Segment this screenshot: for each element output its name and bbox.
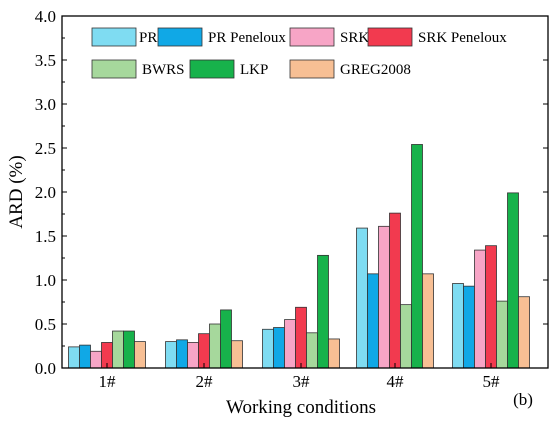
bar [422, 273, 434, 369]
y-tick-label: 0.0 [35, 359, 56, 378]
axes: 0.0 0.5 1.0 1.5 2.0 2.5 3.0 3.5 4.0 1# 2# 3# 4# 5# [35, 7, 549, 391]
x-tick-label: 3# [293, 372, 311, 391]
bar [134, 341, 146, 369]
bar [328, 338, 340, 369]
bar [518, 296, 530, 369]
legend-label: PR [139, 30, 157, 46]
bar [507, 192, 519, 369]
x-tick-label: 2# [196, 372, 214, 391]
y-tick-label: 0.5 [35, 315, 56, 334]
legend-label: SRK Peneloux [418, 30, 507, 46]
bar [496, 300, 508, 369]
legend-swatch [91, 27, 137, 47]
bar [68, 346, 80, 369]
bar [317, 254, 329, 369]
legend-label: LKP [240, 62, 268, 78]
bar [198, 333, 210, 369]
bar [411, 144, 423, 369]
bar [367, 273, 379, 369]
legend-swatch [157, 27, 203, 47]
y-tick-label: 3.5 [35, 51, 56, 70]
legend: PR PR Peneloux SRK SRK Peneloux BWRS LKP GREG2… [91, 27, 507, 79]
legend-label: SRK [340, 30, 369, 46]
legend-swatch [189, 59, 235, 79]
bar [79, 344, 91, 369]
x-tick-label: 4# [387, 372, 405, 391]
bar [378, 225, 390, 369]
bar [485, 245, 497, 369]
x-tick-label: 5# [483, 372, 501, 391]
bars-layer [68, 144, 530, 369]
bar [262, 328, 274, 369]
bar [90, 350, 102, 369]
x-axis-title: Working conditions [226, 397, 376, 418]
y-tick-label: 4.0 [35, 7, 56, 26]
bar [284, 319, 296, 369]
bar [273, 327, 285, 369]
bar [463, 285, 475, 369]
legend-swatch [289, 27, 335, 47]
bar [231, 340, 243, 369]
bar [452, 283, 464, 369]
legend-label: BWRS [142, 62, 185, 78]
bar [400, 304, 412, 369]
bar [176, 339, 188, 369]
bar [209, 323, 221, 369]
x-tick-label: 1# [99, 372, 117, 391]
bar [295, 306, 307, 369]
bar [187, 342, 199, 369]
bar [306, 332, 318, 369]
y-tick-label: 1.0 [35, 271, 56, 290]
y-axis-title: ARD (%) [6, 155, 27, 228]
bar [389, 212, 401, 369]
bar [356, 227, 368, 369]
legend-label: PR Peneloux [208, 30, 286, 46]
y-tick-label: 3.0 [35, 95, 56, 114]
y-tick-label: 2.0 [35, 183, 56, 202]
bar [474, 249, 486, 369]
bar [220, 309, 232, 369]
y-tick-label: 1.5 [35, 227, 56, 246]
legend-swatch [91, 59, 137, 79]
legend-label: GREG2008 [340, 62, 411, 78]
bar [165, 341, 177, 369]
y-tick-label: 2.5 [35, 139, 56, 158]
bar [123, 330, 135, 369]
legend-swatch [367, 27, 413, 47]
panel-label: (b) [513, 390, 533, 409]
legend-swatch [289, 59, 335, 79]
bar [112, 330, 124, 369]
